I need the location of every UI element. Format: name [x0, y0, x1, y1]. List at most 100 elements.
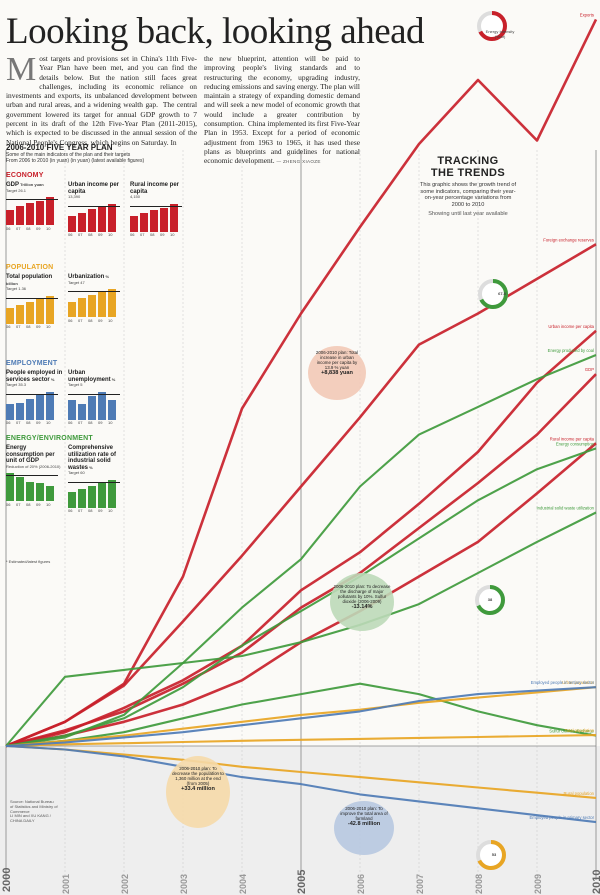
article-text-1: ost targets and provisions set in China'… — [6, 54, 197, 147]
mini-bar — [46, 391, 54, 420]
dropcap: M — [6, 51, 37, 88]
mini-chart: Urban income per capita 13,390 06 07 08 09 10 — [68, 182, 126, 238]
mini-bar-label: 07 — [78, 317, 83, 323]
mini-bar-label: 08 — [88, 508, 93, 513]
mini-bar — [88, 486, 96, 508]
mini-bar-label: 09 — [160, 232, 165, 237]
mini-bar-label: 09 — [36, 225, 41, 231]
mini-target-line — [6, 475, 58, 477]
mini-bar — [26, 398, 34, 420]
mini-bar — [36, 482, 44, 502]
plan-subtitle-2: From 2006 to 2010 (in yuan) (in yuan) (l… — [6, 158, 145, 164]
mini-chart-unit: % — [110, 376, 116, 382]
mini-bar-label: 08 — [88, 232, 93, 237]
tick-label-2006: 2006 — [356, 874, 366, 894]
mini-bar-label: 10 — [170, 232, 175, 237]
mini-bar-area: 06 07 08 09 10 — [6, 195, 64, 231]
callout-text: 2006-2010 plan: To decrease the populati… — [172, 766, 224, 786]
mini-bar-label: 09 — [98, 317, 103, 323]
callout-farmland: 2006-2010 plan: To improve the total are… — [338, 806, 390, 827]
mini-target-line — [68, 393, 120, 395]
plan-subtitle: Some of the main indicators of the plan … — [6, 152, 131, 158]
mini-bar-label: 07 — [78, 508, 83, 513]
ring-gauge-3 — [476, 840, 506, 870]
tick-label-2004: 2004 — [238, 874, 248, 894]
mini-chart-label: Urban unemployment % — [68, 370, 116, 383]
mini-chart-unit: % — [49, 376, 55, 382]
plan-section-population: POPULATION Total population billion Target… — [6, 264, 196, 329]
series-line-7 — [5, 511, 597, 747]
mini-target-line — [6, 297, 58, 299]
series-line-13 — [5, 744, 597, 824]
mini-chart-target: Reduction of 20% (2006-2010) — [6, 463, 61, 469]
tick-label-2000: 2000 — [1, 868, 13, 892]
tracking-desc: This graphic shows the growth trend of s… — [419, 182, 517, 208]
tracking-note: Showing until last year available — [428, 211, 508, 218]
callout-value: -13.14% — [351, 604, 373, 610]
mini-bar-label: 07 — [16, 324, 21, 329]
mini-chart: People employed in services sector % Targ… — [6, 370, 64, 426]
mini-bar-label: 09 — [98, 232, 103, 237]
mini-bar-label: 10 — [108, 420, 113, 425]
callout-bubble-3 — [166, 756, 230, 828]
mini-chart: Energy consumption per unit of GDP Reduct… — [6, 445, 64, 507]
mini-chart-label: Comprehensive utilization rate of indust… — [68, 445, 116, 471]
section-title: EMPLOYMENT — [6, 360, 58, 367]
tick-label-2008: 2008 — [474, 874, 484, 894]
series-label-7: Industrial solid waste utilization — [537, 505, 595, 510]
mini-bar-label: 06 — [68, 420, 73, 425]
mini-chart-label: Urban income per capita — [68, 182, 120, 195]
mini-chart-label: Energy consumption per unit of GDP — [6, 445, 55, 464]
mini-bar — [16, 304, 24, 324]
series-line-5 — [5, 354, 597, 748]
mini-bar — [68, 301, 76, 318]
ring-label-2: 67.8 — [487, 291, 517, 297]
mini-bar-label: 10 — [46, 501, 51, 507]
article-column-1: M ost targets and provisions set in Chin… — [6, 51, 197, 147]
mini-bar-label: 09 — [36, 324, 41, 329]
ring-label-3: 38 — [475, 597, 505, 603]
mini-chart-target: Target 1.36 — [6, 286, 27, 291]
tick-label-2009: 2009 — [533, 874, 543, 894]
mini-bar — [16, 206, 24, 226]
mini-bar-label: 07 — [16, 225, 21, 231]
callout-sulfur: 2006-2010 plan: To decrease the discharg… — [333, 584, 391, 610]
mini-bar-label: 07 — [78, 420, 83, 425]
callout-urban-income: 2006-2010 plan: Total increase in urban … — [313, 350, 361, 376]
mini-target-line — [6, 393, 58, 395]
series-line-11 — [5, 744, 597, 799]
mini-bar — [26, 202, 34, 226]
mini-bar — [170, 203, 178, 232]
series-line-6 — [5, 447, 597, 748]
tick-label-2010: 2010 — [591, 870, 600, 894]
mini-bar-area: 06 07 08 09 10 — [68, 390, 126, 426]
series-line-2 — [5, 329, 597, 748]
mini-bar-area: 06 07 08 09 10 — [6, 471, 64, 507]
tick-label-2002: 2002 — [120, 874, 130, 894]
mini-bar-label: 06 — [68, 317, 73, 323]
mini-bar — [6, 308, 14, 324]
mini-bar-label: 07 — [78, 232, 83, 237]
series-line-3 — [5, 373, 597, 748]
mini-chart-unit: billion — [6, 280, 18, 286]
tick-label-2007: 2007 — [415, 874, 425, 894]
mini-chart-target: 13,390 — [68, 194, 81, 199]
mini-bar-label: 08 — [88, 317, 93, 323]
tick-label-2003: 2003 — [179, 874, 189, 894]
plan-footnote: * Estimated/latest figures — [6, 559, 66, 565]
tracking-title-1: TRACKING — [437, 155, 499, 167]
mini-bar — [78, 404, 86, 420]
series-label-4: Rural income per capita — [550, 436, 595, 441]
mini-bar-label: 08 — [26, 324, 31, 329]
mini-bar — [36, 394, 44, 420]
mini-bar — [16, 403, 24, 420]
mini-bar-area: 06 07 08 09 10 — [68, 287, 126, 323]
mini-bar-label: 09 — [98, 508, 103, 513]
mini-bar — [78, 212, 86, 232]
callout-bubble-2 — [330, 573, 394, 631]
plan-header: 2006-2010 FIVE YEAR PLAN Some of the mai… — [6, 143, 196, 164]
mini-bar-label: 07 — [140, 232, 145, 237]
series-label-12: Employed people in tertiary sector — [531, 680, 595, 685]
mini-chart: Urban unemployment % Target 5 06 07 08 09 10 — [68, 370, 126, 426]
mini-bar — [46, 197, 54, 226]
